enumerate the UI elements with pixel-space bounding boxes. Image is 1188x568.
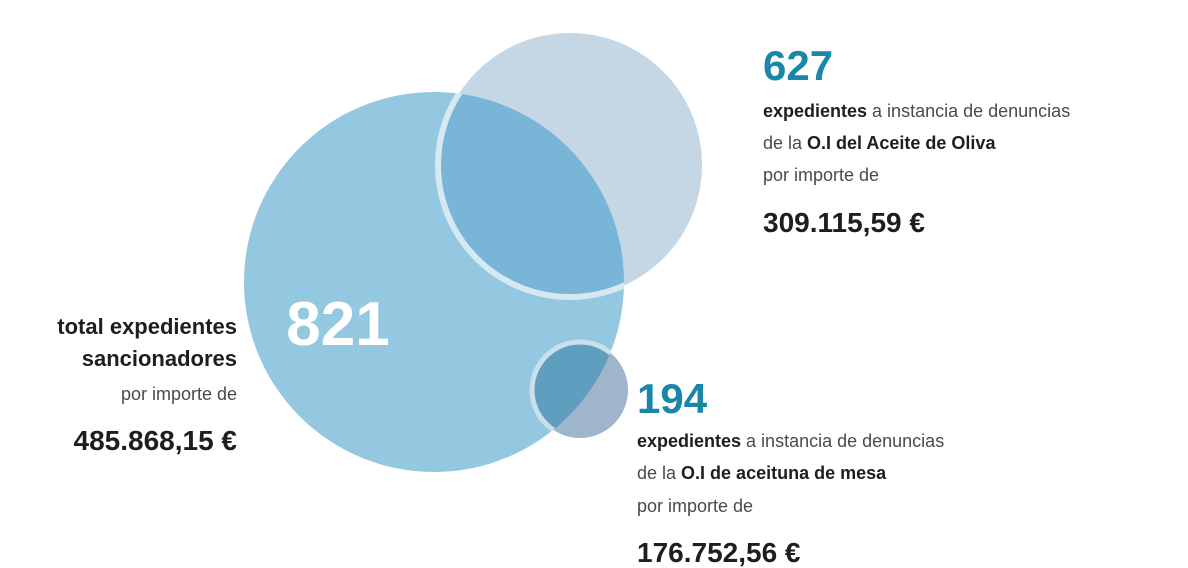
oil-bold: expedientes xyxy=(763,101,867,121)
olives-line: por importe de xyxy=(637,496,753,516)
olives-bold: O.I de aceituna de mesa xyxy=(681,463,887,483)
total-label: sancionadores xyxy=(82,346,237,371)
oil-line: expedientes a instancia de denuncias xyxy=(763,101,1070,121)
oil-count: 627 xyxy=(763,42,833,89)
olives-count: 194 xyxy=(637,375,708,422)
total-block: total expedientes sancionadores por impo… xyxy=(57,314,237,456)
total-count: 821 xyxy=(286,290,389,359)
oil-text: a instancia de denuncias xyxy=(872,101,1070,121)
table-olives-block: 194 expedientes a instancia de denuncias … xyxy=(637,375,944,568)
oil-bold: O.I del Aceite de Oliva xyxy=(807,133,996,153)
oil-line: por importe de xyxy=(763,165,879,185)
olives-amount: 176.752,56 € xyxy=(637,537,801,568)
oil-amount: 309.115,59 € xyxy=(763,207,925,238)
olives-text: a instancia de denuncias xyxy=(746,431,944,451)
oil-line: de la O.I del Aceite de Oliva xyxy=(763,133,996,153)
olives-line: expedientes a instancia de denuncias xyxy=(637,431,944,451)
olive-oil-block: 627 expedientes a instancia de denuncias … xyxy=(763,42,1070,238)
oil-text: de la xyxy=(763,133,803,153)
olives-line: de la O.I de aceituna de mesa xyxy=(637,463,887,483)
total-amount: 485.868,15 € xyxy=(74,425,238,456)
total-label: total expedientes xyxy=(57,314,237,339)
total-label: por importe de xyxy=(121,384,237,404)
olives-bold: expedientes xyxy=(637,431,741,451)
olives-text: de la xyxy=(637,463,677,483)
